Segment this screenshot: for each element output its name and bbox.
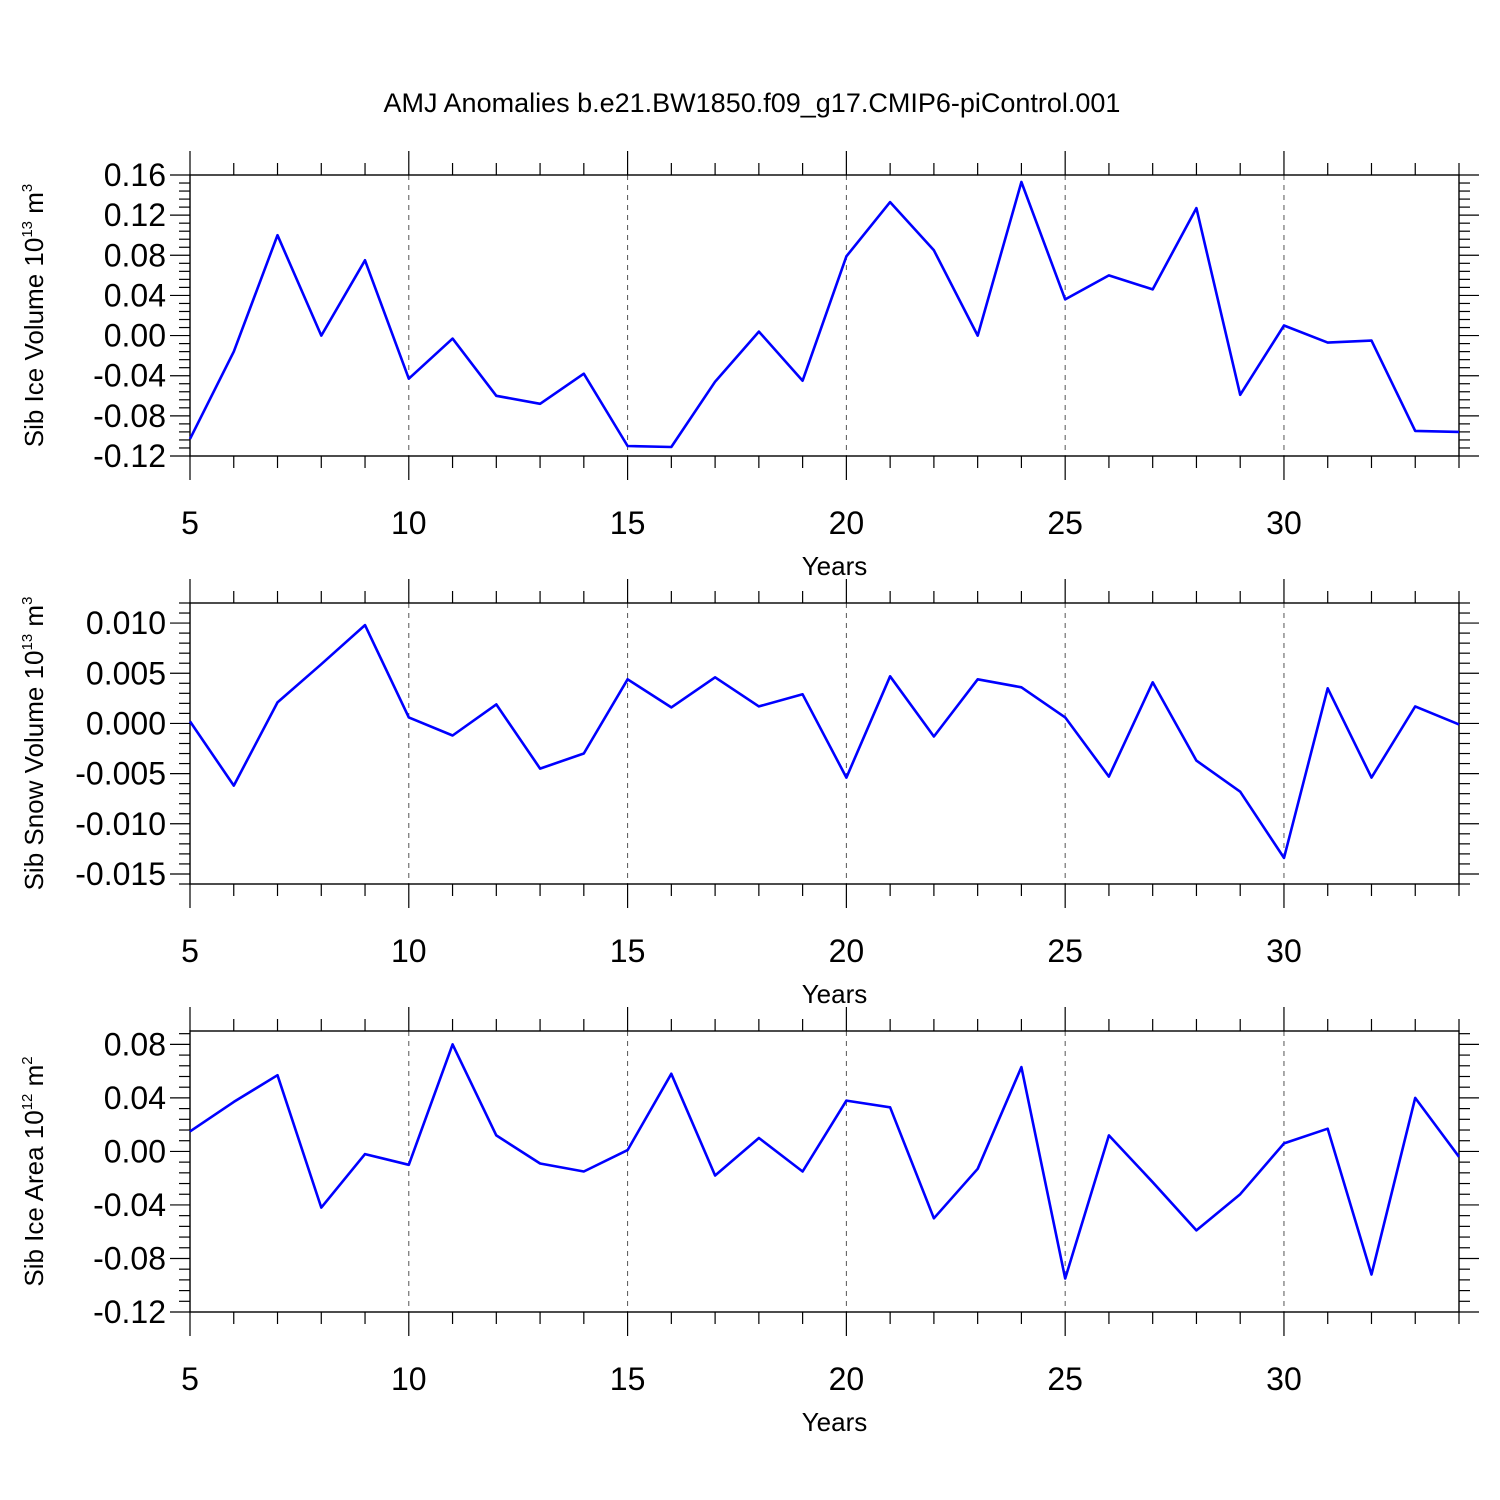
x-tick-label: 15 — [610, 933, 646, 969]
x-tick-label: 25 — [1047, 505, 1083, 541]
panel-2: 5 10 15 20 25 30 -0.015 -0.010 -0.005 0.000 0.005 0… — [19, 579, 1479, 1009]
y-tick-label: -0.12 — [93, 438, 166, 474]
y-tick-label: 0.000 — [86, 705, 166, 741]
panel-3: 5 10 15 20 25 30 -0.12 -0.08 -0.04 0.00 0.04 0.08 Ye… — [19, 1007, 1479, 1437]
y-axis-title-text: Sib Ice Volume 10 — [19, 238, 49, 448]
x-tick-label: 15 — [610, 1361, 646, 1397]
y-tick-label: 0.00 — [104, 1133, 166, 1169]
x-tick-label: 30 — [1266, 505, 1302, 541]
x-tick-label: 5 — [181, 933, 199, 969]
series-line — [189, 1043, 1461, 1280]
y-axis-title-text: Sib Snow Volume 10 — [19, 650, 49, 890]
y-tick-label: 0.005 — [86, 655, 166, 691]
y-tick-label: -0.005 — [75, 756, 166, 792]
x-tick-label: 10 — [391, 505, 427, 541]
y-axis-title-exponent: 12 — [19, 1094, 36, 1111]
y-tick-label: 0.16 — [104, 157, 166, 193]
y-tick-label: 0.12 — [104, 197, 166, 233]
x-tick-label: 5 — [181, 505, 199, 541]
x-tick-label: 30 — [1266, 1361, 1302, 1397]
x-axis-title: Years — [802, 1407, 868, 1437]
y-axis-title: Sib Snow Volume 1013 m3 — [19, 597, 49, 891]
panel-1: 5 10 15 20 25 30 -0.12 -0.08 -0.04 0.00 0.04 0.08 0.… — [19, 151, 1479, 581]
y-tick-label: 0.08 — [104, 237, 166, 273]
y-axis-title-text: m — [19, 1065, 49, 1094]
x-tick-label: 20 — [829, 505, 865, 541]
y-axis-title-text: m — [19, 192, 49, 221]
y-axis-title: Sib Ice Area 1012 m2 — [19, 1056, 49, 1286]
y-tick-label: -0.015 — [75, 856, 166, 892]
y-tick-label: -0.04 — [93, 1187, 166, 1223]
y-tick-label: 0.010 — [86, 605, 166, 641]
x-tick-label: 30 — [1266, 933, 1302, 969]
y-tick-label: 0.04 — [104, 1080, 166, 1116]
y-tick-label: 0.08 — [104, 1026, 166, 1062]
x-axis-title: Years — [802, 551, 868, 581]
x-tick-label: 5 — [181, 1361, 199, 1397]
y-axis-title-exponent: 2 — [19, 1056, 36, 1064]
x-tick-label: 25 — [1047, 1361, 1083, 1397]
plot-frame — [189, 174, 1460, 457]
series-line — [188, 180, 1460, 449]
plot-frame — [189, 602, 1460, 885]
y-axis-title-exponent: 3 — [19, 184, 36, 192]
y-axis-title: Sib Ice Volume 1013 m3 — [19, 184, 49, 448]
y-axis-title-exponent: 13 — [19, 221, 36, 238]
series-line — [188, 623, 1460, 860]
y-axis-title-exponent: 13 — [19, 634, 36, 651]
y-tick-label: -0.010 — [75, 806, 166, 842]
y-tick-label: -0.12 — [93, 1294, 166, 1330]
x-tick-label: 20 — [829, 933, 865, 969]
x-tick-label: 15 — [610, 505, 646, 541]
x-axis-title: Years — [802, 979, 868, 1009]
y-tick-label: 0.04 — [104, 277, 166, 313]
y-tick-label: -0.08 — [93, 398, 166, 434]
y-tick-label: 0.00 — [104, 318, 166, 354]
y-axis-title-text: Sib Ice Area 10 — [19, 1110, 49, 1286]
x-tick-label: 25 — [1047, 933, 1083, 969]
x-tick-label: 10 — [391, 1361, 427, 1397]
x-tick-label: 10 — [391, 933, 427, 969]
figure-title: AMJ Anomalies b.e21.BW1850.f09_g17.CMIP6… — [384, 88, 1121, 118]
y-tick-label: -0.08 — [93, 1240, 166, 1276]
x-tick-label: 20 — [829, 1361, 865, 1397]
y-tick-label: -0.04 — [93, 358, 166, 394]
y-axis-title-exponent: 3 — [19, 597, 36, 605]
plot-frame — [189, 1030, 1460, 1313]
y-axis-title-text: m — [19, 605, 49, 634]
